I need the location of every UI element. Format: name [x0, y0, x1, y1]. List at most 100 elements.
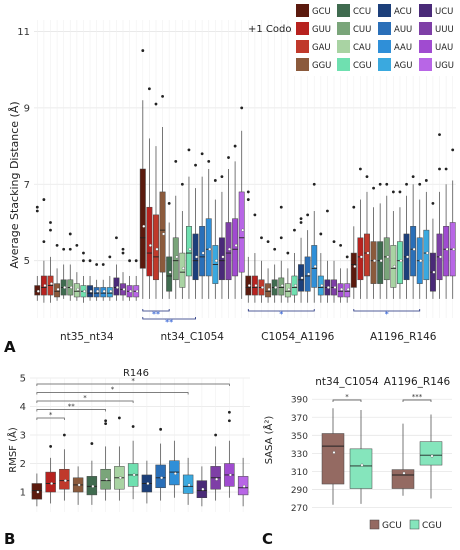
panel-a-A1196_R146-AGU-mean	[425, 251, 429, 255]
panel-b-label: B	[4, 530, 15, 548]
panel-b-UUU-mean	[215, 477, 219, 481]
panel-a-A1196_R146-ACU-outlier-0	[405, 182, 408, 186]
panel-a-A1196_R146-AAU-outlier-0	[418, 182, 422, 186]
panel-a-nt34_C1054-UAU-box	[232, 218, 239, 277]
panel-a-nt35_nt34-CCU-outlier-0	[62, 247, 66, 251]
panel-a-C1054_A1196-CUU-outlier-1	[279, 205, 283, 209]
panel-c-legend: GCU CGU	[369, 519, 442, 531]
panel-c-nt34_C1054-CGU-box	[349, 448, 373, 489]
panel-c-y-tick-2: 310	[291, 468, 308, 478]
legend-label-ACU: ACU	[394, 7, 412, 17]
panel-a-C1054_A1196-UGU-outlier-0	[345, 255, 349, 259]
panel-a-A1196_R146-UAU-outlier-0	[444, 167, 448, 171]
panel-a-significance-bracket-0	[142, 309, 170, 312]
panel-a-C1054_A1196-UCU-outlier-0	[326, 209, 329, 213]
legend-label-AUU: AUU	[394, 25, 412, 35]
legend-swatch-AUU	[378, 22, 391, 35]
legend-label-GUU: GUU	[312, 25, 331, 35]
panel-a-nt35_nt34-UUU-outlier-0	[121, 251, 125, 255]
panel-a-C1054_A1196-CGU-outlier-0	[293, 228, 296, 232]
panel-a-C1054_A1196-UAU-outlier-0	[339, 244, 343, 247]
panel-c-significance-bracket-1	[402, 399, 432, 402]
panel-a-A1196_R146-GAU-mean	[366, 251, 370, 255]
panel-a-nt35_nt34-CGU-outlier-0	[82, 259, 85, 263]
panel-b-y-tick-3: 4	[20, 402, 26, 413]
panel-a-C1054_A1196-AGU-outlier-0	[319, 232, 323, 236]
panel-b-CAU-mean	[118, 476, 122, 480]
panel-a-A1196_R146-UCU-outlier-0	[431, 201, 435, 205]
panel-a-y-tick-2: 9	[24, 103, 30, 114]
panel-a-nt34_C1054-UCU-mean	[221, 255, 225, 259]
panel-a-A1196_R146-GUU-box	[357, 237, 364, 281]
panel-a-nt34_C1054-AAU-box	[205, 218, 212, 277]
panel-a-A1196_R146-UGU-mean	[452, 247, 456, 251]
panel-a-nt34_C1054-UGU-outlier-0	[240, 106, 244, 110]
legend-title: +1 Codon	[248, 24, 298, 35]
panel-c-boxes: * ***	[321, 393, 443, 505]
panel-a-A1196_R146-UAU-box	[443, 226, 450, 277]
panel-a-x-tick-3: A1196_R146	[370, 331, 437, 343]
panel-c-axes: 270 290 310 330 350 370 390 nt34_C1054 A1196_R14…	[291, 376, 451, 514]
legend-swatch-CUU	[337, 22, 350, 35]
panel-b-UGU-mean	[242, 484, 246, 488]
panel-a-A1196_R146-GAU-outlier-0	[365, 175, 369, 179]
panel-a-nt34_C1054-CCU-mean	[168, 270, 172, 274]
panel-a-A1196_R146-CAU-mean	[392, 264, 396, 268]
panel-a-nt34_C1054-AGU-mean	[214, 259, 218, 263]
legend-swatch-UAU	[419, 40, 432, 53]
panel-a-nt35_nt34-AUU-outlier-0	[95, 263, 99, 266]
panel-c-significance-label-0: *	[345, 393, 349, 401]
panel-b-AUU-mean	[160, 476, 164, 480]
panel-a-A1196_R146-UUU-mean	[439, 255, 442, 259]
legend-swatch-GGU	[296, 58, 309, 71]
panel-b-y-tick-0: 1	[20, 488, 26, 499]
panel-a-nt34_C1054-UAU-outlier-0	[233, 144, 237, 148]
panel-c-y-tick-1: 290	[291, 486, 308, 496]
panel-a-nt34_C1054-CUU-box	[172, 237, 179, 281]
panel-a-C1054_A1196-CCU-outlier-0	[273, 247, 277, 251]
panel-a-significance-bracket-3	[353, 309, 421, 312]
panel-c-facet-0: nt34_C1054	[315, 376, 379, 388]
panel-a-A1196_R146-CGU-box	[396, 241, 403, 284]
panel-a-A1196_R146-CAU-outlier-0	[391, 190, 395, 194]
panel-a-nt35_nt34-GCU-outlier-0	[35, 209, 39, 213]
legend-label-CAU: CAU	[353, 43, 371, 53]
panel-a-nt34_C1054-GCU-box	[139, 168, 146, 269]
panel-a-nt35_nt34-GCU-outlier-1	[35, 205, 39, 209]
panel-a-A1196_R146-GCU-outlier-0	[352, 205, 356, 209]
panel-a-A1196_R146-UUU-outlier-0	[438, 167, 441, 171]
legend-swatch-GUU	[296, 22, 309, 35]
panel-c-facet-1: A1196_R146	[384, 376, 451, 388]
panel-a-A1196_R146-UGU-outlier-0	[451, 148, 455, 152]
panel-a-boxes: ***** *	[34, 49, 456, 327]
panel-b-UAU-outlier-0	[227, 410, 231, 414]
legend-swatch-CCU	[337, 4, 350, 17]
panel-a-A1196_R146-CCU-mean	[379, 259, 383, 263]
panel-c-nt34_C1054-CGU-mean	[360, 463, 364, 467]
panel-a-nt34_C1054-UCU-outlier-0	[220, 175, 224, 179]
panel-c-nt34_C1054-GCU-box	[321, 433, 345, 485]
panel-a-y-tick-3: 11	[17, 27, 30, 38]
panel-a-C1054_A1196-AGU-mean	[320, 284, 324, 287]
panel-a-C1054_A1196-UCU-mean	[326, 285, 330, 289]
panel-a-label: A	[4, 338, 16, 356]
panel-b-AAU-mean	[173, 472, 177, 475]
panel-a-C1054_A1196-GAU-mean	[261, 285, 264, 289]
panel-a-nt34_C1054-GUU-mean	[148, 243, 152, 247]
panel-a-nt34_C1054-CGU-mean	[188, 247, 192, 251]
legend-label-CGU: CGU	[353, 61, 372, 71]
panel-c-legend-label-CGU: CGU	[422, 521, 442, 531]
panel-a-A1196_R146-AUU-mean	[412, 247, 416, 251]
panel-b-grid	[30, 377, 250, 512]
panel-c-nt34_C1054-GCU-mean	[332, 451, 336, 454]
panel-c-A1196_R146-GCU-mean	[402, 471, 406, 475]
legend-swatch-CGU	[337, 58, 350, 71]
panel-a-x-tick-2: C1054_A1196	[261, 331, 335, 343]
panel-a-C1054_A1196-ACU-outlier-0	[299, 217, 303, 221]
panel-a-nt35_nt34-CUU-outlier-1	[68, 247, 72, 251]
legend-label-CUU: CUU	[353, 25, 371, 35]
panel-a-legend: +1 Codon GCU GUU GAU GGU CCU CUU CAU CGU ACU AUU A…	[248, 2, 458, 76]
panel-a-C1054_A1196-GCU-outlier-0	[246, 190, 250, 194]
panel-a-nt34_C1054-CCU-outlier-0	[167, 201, 171, 205]
